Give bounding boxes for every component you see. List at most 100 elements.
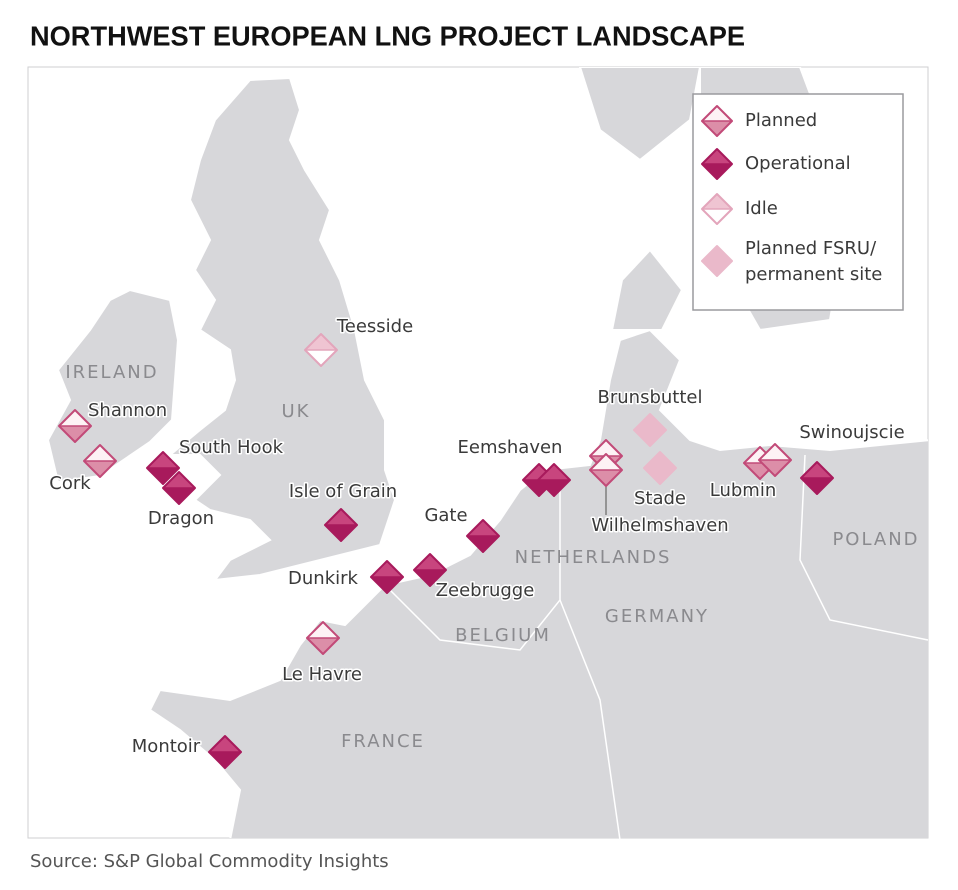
marker-top [702,246,732,261]
country-label: GERMANY [605,606,709,627]
marker-bottom [590,470,622,486]
site-label: Montoir [132,736,201,757]
marker-top [371,561,403,577]
site-label: Lubmin [710,480,777,501]
marker-top [801,462,833,478]
marker-bottom [467,536,499,552]
marker-bottom [209,752,241,768]
legend-marker [701,148,733,180]
legend-marker [701,193,733,225]
site-marker [589,453,623,487]
marker-top [467,520,499,536]
site-label: Wilhelmshaven [591,515,728,536]
borders [384,454,929,841]
country-label: FRANCE [341,731,425,752]
marker-bottom [414,570,446,586]
marker-bottom [163,488,195,504]
border [559,599,621,841]
site-marker [208,735,242,769]
marker-top [590,454,622,470]
norway [578,67,702,162]
marker-top [325,509,357,525]
country-label: IRELAND [65,362,158,383]
marker-top [590,440,622,456]
site-label: Isle of Grain [289,481,397,502]
marker-bottom [644,468,676,484]
site-label: Cork [49,473,91,494]
site-label: South Hook [179,437,284,458]
marker-top [759,444,791,460]
country-label: BELGIUM [455,625,551,646]
site-marker [304,333,338,367]
marker-top [414,554,446,570]
marker-top [307,622,339,638]
great-britain [167,76,397,582]
site-marker [537,463,571,497]
site-label: Teesside [336,316,413,337]
marker-top [538,464,570,480]
site-label: Gate [424,505,467,526]
site-marker [162,471,196,505]
legend-label: Operational [745,153,851,174]
marker-top [209,736,241,752]
title: NORTHWEST EUROPEAN LNG PROJECT LANDSCAPE [30,20,745,51]
marker-bottom [702,209,732,224]
marker-bottom [634,430,666,446]
legend-box [692,93,904,311]
legend-label: Idle [745,198,778,219]
legend-label: permanent site [745,264,882,285]
site-label: Stade [634,488,686,509]
site-label: Brunsbuttel [598,387,703,408]
site-marker [758,443,792,477]
marker-bottom [371,577,403,593]
denmark [610,248,684,331]
site-marker [633,413,667,447]
site-label: Le Havre [282,664,362,685]
marker-top [702,194,732,209]
legend-marker [701,245,733,277]
marker-top [59,410,91,426]
marker-bottom [538,480,570,496]
site-label: Shannon [88,400,167,421]
country-label: NETHERLANDS [515,547,672,568]
site-label: Swinoujscie [799,422,904,443]
site-label: Eemshaven [458,437,563,458]
marker-bottom [147,468,179,484]
site-label: Dragon [148,508,214,529]
marker-top [305,334,337,350]
site-marker [306,621,340,655]
marker-bottom [84,461,116,477]
legend-marker [701,105,733,137]
marker-top [702,106,732,121]
site-marker [466,519,500,553]
marker-bottom [305,350,337,366]
marker-bottom [759,460,791,476]
marker-top [84,445,116,461]
marker-bottom [325,525,357,541]
site-marker [83,444,117,478]
legend-label: Planned FSRU/ [745,238,877,259]
continent [148,328,928,838]
country-label: POLAND [832,529,919,550]
site-marker [643,451,677,485]
border [799,454,929,641]
site-marker [58,409,92,443]
border [384,480,561,651]
site-marker [800,461,834,495]
source: Source: S&P Global Commodity Insights [30,851,389,872]
marker-top [702,149,732,164]
site-marker [413,553,447,587]
marker-bottom [702,164,732,179]
site-marker [370,560,404,594]
marker-bottom [801,478,833,494]
site-label: Zeebrugge [436,580,535,601]
marker-top [163,472,195,488]
marker-top [644,452,676,468]
marker-bottom [702,261,732,276]
marker-bottom [702,121,732,136]
marker-top [147,452,179,468]
site-marker [146,451,180,485]
site-label: Dunkirk [288,568,359,589]
marker-top [634,414,666,430]
